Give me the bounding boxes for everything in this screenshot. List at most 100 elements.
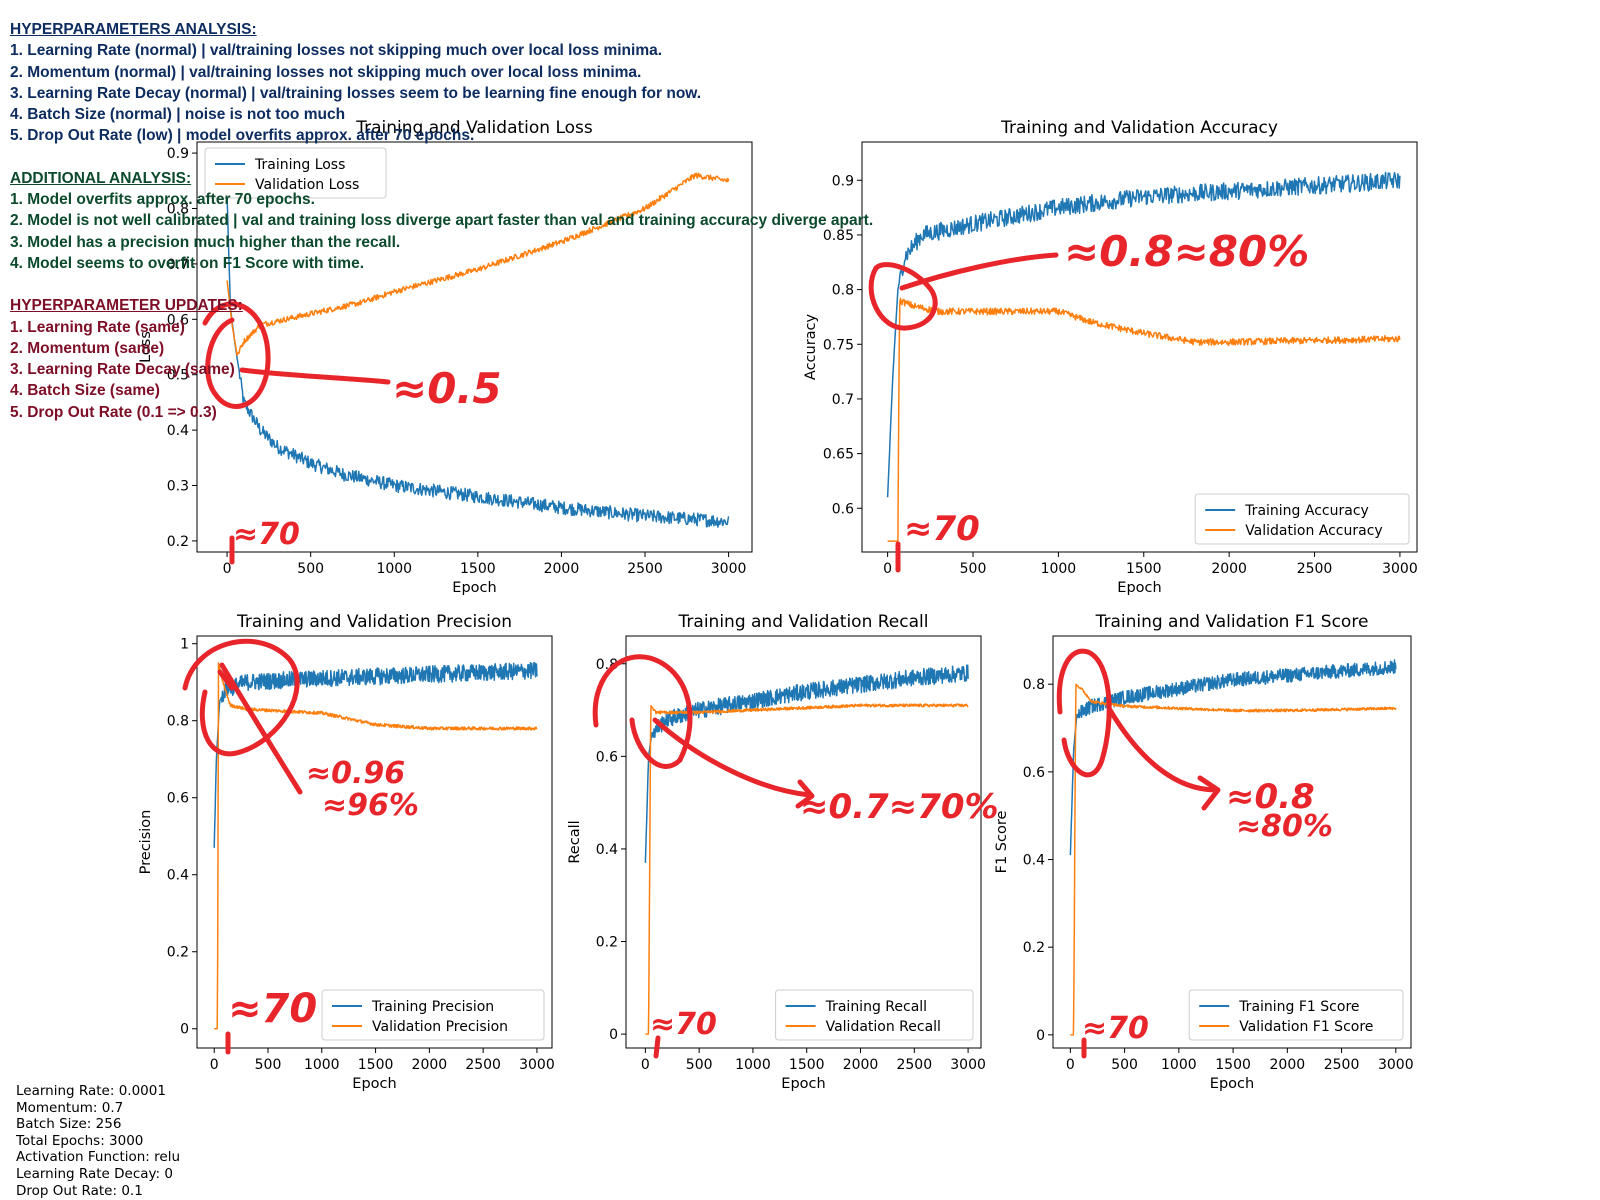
x-tick-label: 1500 [1215, 1057, 1251, 1073]
legend-label: Training Loss [254, 157, 345, 173]
x-tick-label: 1000 [376, 561, 412, 577]
annotation-stroke [795, 779, 815, 809]
y-tick-label: 0.7 [167, 257, 189, 273]
y-tick-label: 0 [1036, 1028, 1045, 1044]
annotation-text: ≈80% [1236, 809, 1333, 844]
x-axis-label: Epoch [352, 1076, 396, 1092]
legend: Training Accuracy Validation Accuracy [1194, 493, 1410, 545]
additional-analysis: ADDITIONAL ANALYSIS: 1. Model overfits a… [10, 168, 873, 274]
legend-label: Training Accuracy [1244, 503, 1369, 519]
x-tick-label: 2500 [627, 561, 663, 577]
x-tick-label: 2500 [1324, 1057, 1360, 1073]
x-axis-label: Epoch [781, 1076, 825, 1092]
y-axis-label: Accuracy [803, 313, 819, 380]
x-tick-label: 1000 [1161, 1057, 1197, 1073]
legend-box [321, 989, 545, 1041]
plot-frame [196, 635, 553, 1049]
annotation-text: ≈70 [650, 1007, 717, 1042]
x-tick-label: 2000 [412, 1057, 448, 1073]
y-tick-label: 0.9 [167, 146, 189, 162]
x-axis-label: Epoch [1210, 1076, 1254, 1092]
y-axis-label: Precision [138, 810, 154, 875]
chart-5: 0 500 1000 1500 2000 2500 3000 0 0.2 0.4 0.6 0.8 Tra… [994, 612, 1414, 1092]
series-line-validation [645, 703, 969, 1035]
series-line-validation [213, 662, 538, 1030]
x-tick-label: 500 [255, 1057, 282, 1073]
param-line: Drop Out Rate: 0.1 [16, 1182, 143, 1199]
x-tick-label: 1000 [304, 1057, 340, 1073]
annotation-stroke [1197, 775, 1221, 811]
y-tick-label: 0.2 [167, 945, 189, 961]
y-tick-label: 0.6 [167, 791, 189, 807]
y-tick-label: 0.65 [823, 447, 854, 463]
x-tick-label: 1500 [460, 561, 496, 577]
chart-title: Training and Validation Loss [355, 118, 593, 138]
y-tick-label: 0.85 [823, 228, 854, 244]
legend: Training Loss Validation Loss [204, 147, 387, 199]
x-tick-label: 500 [960, 561, 987, 577]
x-axis-label: Epoch [1117, 580, 1161, 596]
legend-box [775, 989, 974, 1041]
chart-title: Training and Validation Precision [236, 612, 512, 632]
annotation-stroke [1107, 707, 1219, 793]
legend-label: Training F1 Score [1238, 999, 1359, 1015]
x-tick-label: 2000 [544, 561, 580, 577]
annotation-text: ≈0.7≈70% [800, 787, 999, 827]
x-tick-label: 1500 [789, 1057, 825, 1073]
note-line: 2. Model is not well calibrated | val an… [10, 212, 874, 230]
y-tick-label: 0.4 [167, 423, 189, 439]
note-line: 2. Momentum (normal) | val/training loss… [10, 63, 642, 81]
note-line: 1. Learning Rate (normal) | val/training… [10, 42, 663, 60]
hand-annotations: ≈0.8≈80% ≈70 [868, 227, 1309, 573]
x-tick-label: 1000 [1041, 561, 1077, 577]
param-line: Learning Rate: 0.0001 [16, 1083, 166, 1099]
legend-label: Validation Precision [372, 1019, 508, 1035]
note-line: 1. Model overfits approx. after 70 epoch… [10, 191, 315, 209]
legend: Training Recall Validation Recall [775, 989, 974, 1041]
chart-1: 0 500 1000 1500 2000 2500 3000 0.2 0.3 0.4 0.5 0.6 0… [138, 118, 753, 596]
x-axis-label: Epoch [452, 580, 496, 596]
legend: Training Precision Validation Precision [321, 989, 545, 1041]
plot-frame [861, 141, 1418, 553]
y-tick-label: 0.8 [832, 283, 854, 299]
section-heading: ADDITIONAL ANALYSIS: [10, 169, 192, 187]
annotation-text: ≈70 [228, 986, 317, 1032]
x-tick-label: 3000 [1378, 1057, 1414, 1073]
x-tick-label: 0 [210, 1057, 219, 1073]
x-tick-label: 2500 [1297, 561, 1333, 577]
chart-title: Training and Validation Recall [678, 612, 929, 632]
x-tick-label: 2500 [465, 1057, 501, 1073]
series-line-validation [226, 172, 730, 357]
annotation-stroke [239, 367, 391, 385]
annotation-text: ≈70 [233, 517, 300, 552]
chart-title: Training and Validation Accuracy [1000, 118, 1278, 138]
y-tick-label: 0.2 [167, 534, 189, 550]
x-tick-label: 500 [1111, 1057, 1138, 1073]
y-tick-label: 0 [609, 1027, 618, 1043]
series-line-training [886, 171, 1401, 498]
annotation-text: ≈96% [322, 788, 419, 823]
x-tick-label: 500 [686, 1057, 713, 1073]
note-line: 3. Model has a precision much higher tha… [10, 233, 401, 251]
note-line: 5. Drop Out Rate (low) | model overfits … [10, 127, 475, 145]
x-tick-label: 2000 [843, 1057, 879, 1073]
note-line: 4. Batch Size (same) [10, 382, 160, 400]
param-line: Activation Function: relu [16, 1149, 181, 1166]
x-tick-label: 3000 [1382, 561, 1418, 577]
annotation-stroke [652, 717, 813, 798]
chart-4: 0 500 1000 1500 2000 2500 300000.20.40.60.8Tra… [567, 612, 999, 1092]
param-line: Batch Size: 256 [16, 1116, 122, 1133]
chart-2: 0 500 1000 1500 2000 2500 3000 0.6 0.65 0.7 0.75 0.… [803, 118, 1418, 596]
y-tick-label: 0.6 [832, 501, 854, 517]
y-tick-label: 0.6 [1023, 765, 1045, 781]
y-tick-label: 0.8 [167, 201, 189, 217]
hand-annotations: ≈0.7≈70% ≈70 [592, 654, 999, 1059]
legend-label: Validation Loss [255, 177, 359, 193]
y-tick-label: 0.9 [832, 173, 854, 189]
legend-label: Validation Recall [826, 1019, 941, 1035]
annotation-stroke [202, 301, 271, 409]
y-tick-label: 0.2 [1023, 940, 1045, 956]
hand-annotations: ≈0.96≈96% ≈70 [182, 638, 419, 1055]
y-tick-label: 0.4 [1023, 853, 1045, 869]
